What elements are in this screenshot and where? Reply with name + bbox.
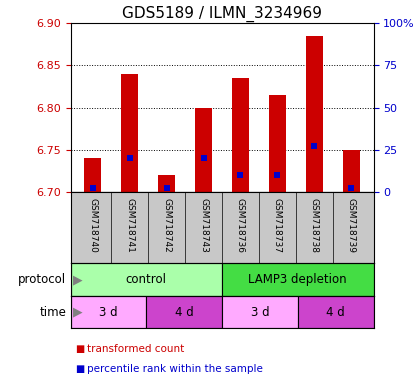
Text: 3 d: 3 d: [251, 306, 269, 318]
Text: control: control: [126, 273, 167, 286]
Bar: [343, 150, 360, 192]
Text: ▶: ▶: [73, 306, 82, 319]
Text: ▶: ▶: [73, 273, 82, 286]
Bar: [71, 296, 146, 328]
Bar: [146, 296, 222, 328]
Text: 3 d: 3 d: [99, 306, 118, 318]
Bar: [269, 95, 286, 192]
Text: GSM718743: GSM718743: [199, 198, 208, 253]
Bar: [306, 36, 323, 192]
Text: 4 d: 4 d: [326, 306, 345, 318]
Bar: [232, 78, 249, 192]
Text: ■: ■: [75, 344, 84, 354]
Text: GSM718739: GSM718739: [347, 198, 356, 253]
Text: ■: ■: [75, 364, 84, 374]
Bar: [121, 74, 138, 192]
Text: GSM718742: GSM718742: [162, 198, 171, 252]
Text: LAMP3 depletion: LAMP3 depletion: [249, 273, 347, 286]
Bar: [158, 175, 175, 192]
Bar: [71, 263, 222, 296]
Text: percentile rank within the sample: percentile rank within the sample: [87, 364, 263, 374]
Title: GDS5189 / ILMN_3234969: GDS5189 / ILMN_3234969: [122, 5, 322, 22]
Bar: [298, 296, 374, 328]
Text: transformed count: transformed count: [87, 344, 184, 354]
Text: GSM718741: GSM718741: [125, 198, 134, 253]
Bar: [222, 296, 298, 328]
Text: GSM718737: GSM718737: [273, 198, 282, 253]
Bar: [222, 263, 374, 296]
Text: GSM718738: GSM718738: [310, 198, 319, 253]
Text: time: time: [39, 306, 66, 319]
Text: GSM718740: GSM718740: [88, 198, 97, 253]
Text: protocol: protocol: [18, 273, 66, 286]
Bar: [195, 108, 212, 192]
Bar: [84, 158, 101, 192]
Text: 4 d: 4 d: [175, 306, 193, 318]
Text: GSM718736: GSM718736: [236, 198, 245, 253]
